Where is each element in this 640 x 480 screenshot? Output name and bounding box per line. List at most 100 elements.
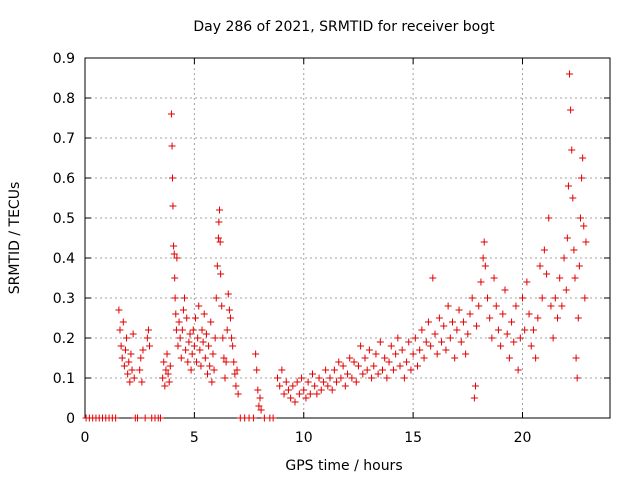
data-point	[278, 366, 286, 374]
data-point	[176, 334, 184, 342]
data-point	[570, 246, 578, 254]
data-point	[171, 294, 179, 302]
data-point	[182, 346, 190, 354]
data-point	[499, 310, 507, 318]
data-point	[580, 222, 588, 230]
data-point	[197, 362, 205, 370]
data-point	[479, 254, 487, 262]
data-point	[137, 354, 145, 362]
y-tick-label: 0.3	[53, 291, 75, 307]
data-point	[306, 390, 314, 398]
data-point	[117, 342, 125, 350]
data-point	[221, 374, 229, 382]
data-point	[170, 242, 178, 250]
data-point	[129, 330, 137, 338]
data-point	[139, 346, 147, 354]
data-point	[175, 318, 183, 326]
data-point	[280, 390, 288, 398]
data-point	[276, 382, 284, 390]
data-point	[481, 262, 489, 270]
grid-lines	[85, 58, 610, 418]
data-point	[394, 334, 402, 342]
data-point	[222, 358, 230, 366]
data-point	[490, 274, 498, 282]
data-point	[407, 366, 415, 374]
y-tick-label: 0.4	[53, 251, 75, 267]
data-point	[337, 374, 345, 382]
data-point	[162, 366, 170, 374]
x-tick-label: 20	[514, 430, 532, 446]
data-point	[300, 386, 308, 394]
data-point	[400, 374, 408, 382]
data-point	[574, 314, 582, 322]
data-point	[363, 366, 371, 374]
data-point	[446, 334, 454, 342]
data-point	[554, 314, 561, 322]
data-point	[381, 354, 389, 362]
data-point	[523, 278, 531, 286]
data-point	[564, 182, 572, 190]
data-point	[387, 342, 395, 350]
data-point	[547, 302, 555, 310]
data-point	[551, 294, 559, 302]
data-point	[512, 302, 520, 310]
data-point	[521, 326, 529, 334]
data-point	[396, 362, 404, 370]
data-point	[569, 194, 577, 202]
data-point	[186, 330, 194, 338]
data-point	[389, 366, 397, 374]
data-point	[464, 330, 472, 338]
data-point	[344, 370, 351, 378]
data-point	[579, 154, 587, 162]
data-point	[173, 254, 181, 262]
data-point	[365, 346, 373, 354]
data-point	[532, 354, 540, 362]
data-point	[257, 406, 265, 414]
data-point	[302, 394, 310, 402]
data-point	[119, 318, 127, 326]
data-point	[330, 366, 338, 374]
data-point	[287, 394, 295, 402]
data-point	[229, 342, 237, 350]
data-point	[414, 362, 421, 370]
data-point	[184, 358, 192, 366]
data-point	[503, 330, 511, 338]
y-tick-label: 0.5	[53, 211, 75, 227]
y-axis-label: SRMTID / TECUs	[7, 182, 23, 295]
data-point	[519, 294, 526, 302]
data-point	[562, 286, 570, 294]
data-point	[213, 262, 221, 270]
y-tick-label: 0.9	[53, 51, 75, 67]
data-point	[466, 310, 474, 318]
data-point	[379, 366, 386, 374]
data-point	[341, 382, 349, 390]
data-point	[201, 354, 209, 362]
data-point	[207, 318, 215, 326]
data-point	[405, 338, 413, 346]
data-point	[543, 270, 551, 278]
data-point	[440, 322, 448, 330]
data-point	[357, 342, 365, 350]
data-point	[118, 354, 126, 362]
data-point	[578, 174, 586, 182]
data-point	[198, 326, 206, 334]
data-point	[224, 290, 232, 298]
data-point	[138, 378, 146, 386]
data-point	[146, 342, 154, 350]
data-point	[525, 310, 533, 318]
data-point	[144, 326, 152, 334]
data-point	[190, 342, 198, 350]
x-tick-label: 15	[404, 430, 422, 446]
data-point	[315, 374, 323, 382]
data-point	[563, 234, 571, 242]
data-point	[194, 334, 202, 342]
data-point	[123, 334, 131, 342]
data-point	[568, 146, 576, 154]
data-point	[178, 326, 186, 334]
data-point	[457, 338, 465, 346]
data-point	[166, 362, 174, 370]
data-point	[304, 378, 312, 386]
data-point	[293, 378, 301, 386]
data-point	[274, 374, 281, 382]
data-point	[398, 346, 406, 354]
